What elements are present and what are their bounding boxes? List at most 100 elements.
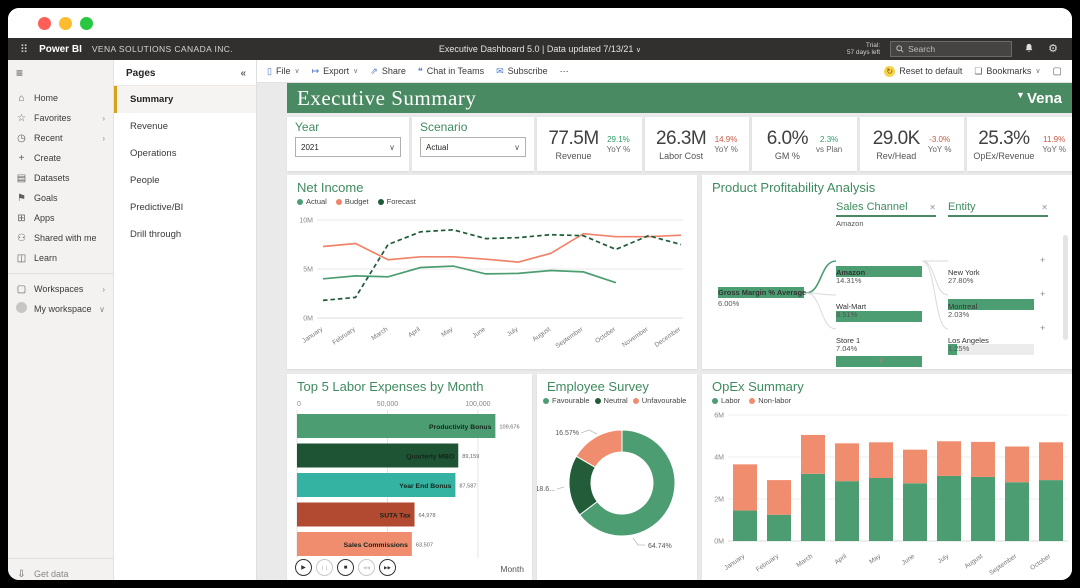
tree-node-montreal[interactable]	[948, 344, 1034, 355]
slicer-scenario-dropdown[interactable]: Actual ∨	[420, 137, 526, 157]
tree-node-store-1[interactable]	[836, 356, 922, 367]
svg-text:July: July	[937, 552, 951, 565]
legend-item[interactable]: Forecast	[377, 197, 416, 206]
chevron-icon: ›	[102, 284, 105, 294]
decomposition-tree[interactable]: Sales Channel ✕ Amazon Entity ✕ Gross Margin …	[702, 197, 1072, 369]
pages-panel: Pages « Summary Revenue Operations People Pr…	[114, 60, 257, 580]
minimize-window-button[interactable]	[59, 16, 72, 30]
kpi-card-revenue[interactable]: 77.5M Revenue 29.1% YoY %	[537, 117, 642, 171]
sidebar-item-my-workspace[interactable]: My workspace ∨	[8, 299, 113, 319]
opex-title: OpEx Summary	[712, 379, 804, 394]
sidebar-item-home[interactable]: ⌂ Home	[8, 88, 113, 108]
sidebar-item-favorites[interactable]: ☆ Favorites ›	[8, 108, 113, 128]
waffle-icon[interactable]: ⠿	[20, 43, 30, 56]
legend-swatch	[632, 397, 639, 404]
chevron-down-icon: ∨	[353, 68, 359, 75]
slicer-label: Scenario	[420, 120, 468, 134]
sidebar-item-learn[interactable]: ◫ Learn	[8, 248, 113, 268]
play-axis-field: Month	[500, 564, 524, 574]
tree-level-header-entity[interactable]: Entity ✕	[948, 201, 1048, 217]
survey-donut-chart[interactable]: 16.57% 18.6... 64.74%	[537, 405, 697, 568]
expand-plus-icon[interactable]: +	[1040, 255, 1046, 265]
toolbar-export-button[interactable]: ↦ Export ∨	[311, 65, 359, 77]
legend-item[interactable]: Non-labor	[749, 396, 791, 405]
svg-text:Sales Commissions: Sales Commissions	[344, 542, 408, 549]
toolbar-icon: ✉	[496, 65, 504, 76]
slicer-scenario: Scenario Actual ∨	[412, 117, 534, 171]
svg-text:16.57%: 16.57%	[555, 430, 579, 437]
toolbar-subscribe-button[interactable]: ✉ Subscribe	[496, 65, 548, 77]
svg-text:January: January	[301, 325, 325, 344]
sidebar-item-goals[interactable]: ⚑ Goals	[8, 188, 113, 208]
toolbar-more-button[interactable]: ⋯	[559, 65, 569, 76]
labor-bar-chart[interactable]: 0 50,000 100,000 Productivity Bonus 109,676 Q…	[287, 394, 532, 567]
sidebar-item-workspaces[interactable]: ▢ Workspaces ›	[8, 279, 113, 299]
sidebar-item-shared-with-me[interactable]: ⚇ Shared with me	[8, 228, 113, 248]
next-button[interactable]: ▶▶	[379, 559, 396, 576]
opex-stacked-chart[interactable]: 0M 2M 4M 6M January February March April May June…	[702, 405, 1072, 580]
sidebar-item-datasets[interactable]: ▤ Datasets	[8, 168, 113, 188]
close-window-button[interactable]	[38, 16, 51, 30]
chevron-icon: ›	[102, 113, 105, 123]
dashboard-title-menu[interactable]: Executive Dashboard 5.0 | Data updated 7…	[438, 44, 642, 54]
svg-text:0M: 0M	[714, 539, 724, 546]
sidebar-item-apps[interactable]: ⊞ Apps	[8, 208, 113, 228]
search-input[interactable]: Search	[890, 41, 1013, 57]
tree-node-new-york[interactable]	[948, 299, 1034, 310]
close-icon[interactable]: ✕	[1041, 202, 1048, 212]
fullscreen-button[interactable]: ▢	[1053, 66, 1062, 77]
nav-menu-icon[interactable]: ≡	[16, 66, 24, 80]
expand-plus-icon[interactable]: +	[1040, 289, 1046, 299]
page-tab-people[interactable]: People	[130, 175, 160, 186]
tree-node-amazon[interactable]	[836, 266, 922, 277]
play-button[interactable]: ▶	[295, 559, 312, 576]
legend-item[interactable]: Labor	[712, 396, 740, 405]
svg-text:64.74%: 64.74%	[648, 543, 672, 550]
powerbi-topbar: ⠿ Power BI VENA SOLUTIONS CANADA INC. Ex…	[8, 38, 1072, 60]
net-income-chart[interactable]: 0M 5M 10M January February March April May June J…	[287, 206, 697, 363]
sidebar-item-create[interactable]: + Create	[8, 148, 113, 168]
legend-item[interactable]: Unfavourable	[632, 396, 686, 405]
legend-item[interactable]: Favourable	[543, 396, 590, 405]
stop-button[interactable]: ■	[337, 559, 354, 576]
svg-text:64,978: 64,978	[419, 513, 436, 519]
settings-gear-icon[interactable]: ⚙	[1048, 42, 1058, 55]
slicer-year-dropdown[interactable]: 2021 ∨	[295, 137, 401, 157]
tree-scrollbar[interactable]	[1063, 235, 1068, 340]
kpi-card-gm-[interactable]: 6.0% GM % 2.3% vs Plan	[752, 117, 857, 171]
kpi-value: 26.3M	[655, 127, 707, 149]
zoom-window-button[interactable]	[80, 16, 93, 30]
bookmarks-button[interactable]: ❏ Bookmarks ∨	[974, 65, 1041, 77]
kpi-card-opex-revenue[interactable]: 25.3% OpEx/Revenue 11.9% YoY %	[967, 117, 1072, 171]
kpi-card-labor-cost[interactable]: 26.3M Labor Cost 14.9% YoY %	[644, 117, 750, 171]
pause-button[interactable]: ❙❙	[316, 559, 333, 576]
tree-root-bar[interactable]	[718, 287, 804, 298]
page-tab-drill-through[interactable]: Drill through	[130, 229, 182, 240]
chevron-down-icon: ∨	[514, 142, 520, 152]
tree-level-header-sales-channel[interactable]: Sales Channel ✕	[836, 201, 936, 217]
page-tab-operations[interactable]: Operations	[130, 148, 177, 159]
toolbar-chat-in-teams-button[interactable]: ❝ Chat in Teams	[417, 65, 485, 77]
kpi-card-rev-head[interactable]: 29.0K Rev/Head -3.0% YoY %	[859, 117, 965, 171]
notifications-bell-icon[interactable]	[1022, 43, 1036, 56]
page-tab-revenue[interactable]: Revenue	[130, 121, 169, 132]
collapse-pages-icon[interactable]: «	[240, 68, 246, 79]
page-tab-summary[interactable]: Summary	[114, 86, 256, 113]
previous-button[interactable]: ◀◀	[358, 559, 375, 576]
nav-get-data[interactable]: ⇩ Get data	[17, 568, 69, 580]
toolbar-share-button[interactable]: ⇗ Share	[370, 65, 406, 77]
reset-to-default-button[interactable]: ↻ Reset to default	[884, 65, 962, 77]
legend-swatch	[594, 397, 601, 404]
legend-item[interactable]: Neutral	[594, 396, 628, 405]
sidebar-item-recent[interactable]: ◷ Recent ›	[8, 128, 113, 148]
legend-item[interactable]: Actual	[297, 197, 327, 206]
trial-countdown: Trial: 57 days left	[846, 42, 881, 56]
legend-item[interactable]: Budget	[335, 197, 369, 206]
tree-node-wal-mart[interactable]	[836, 311, 922, 322]
toolbar-file-button[interactable]: ▯ File ∨	[267, 65, 300, 77]
tree-more-chevron-icon[interactable]: ∨	[878, 355, 885, 365]
expand-plus-icon[interactable]: +	[1040, 323, 1046, 333]
page-tab-predictive-bi[interactable]: Predictive/BI	[130, 202, 184, 213]
close-icon[interactable]: ✕	[929, 202, 936, 212]
avatar-icon	[16, 302, 27, 316]
